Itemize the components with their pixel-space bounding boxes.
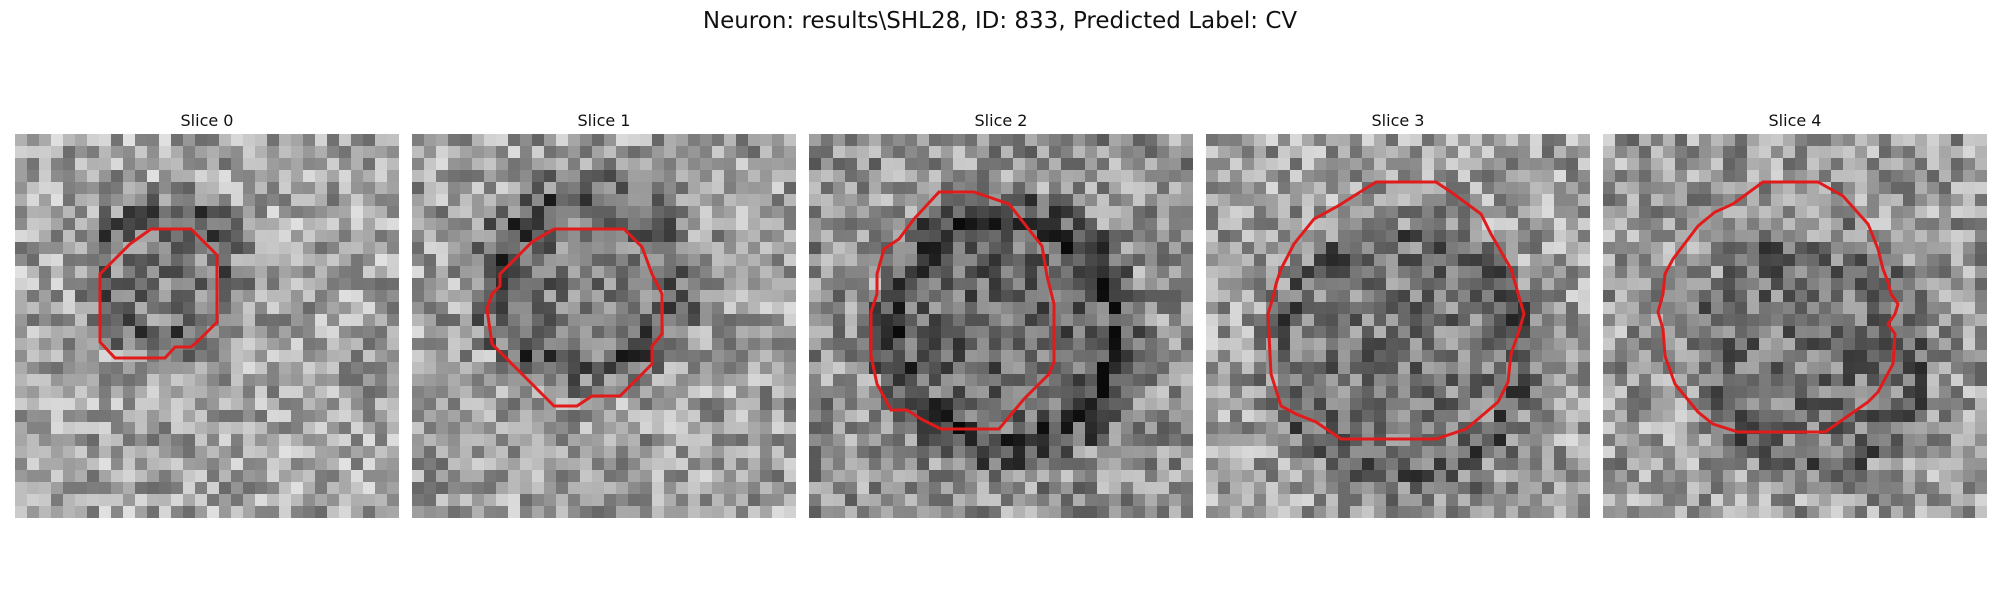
panel-slice-2: Slice 2 xyxy=(809,108,1193,518)
slice-image xyxy=(809,134,1193,518)
panel-slice-0: Slice 0 xyxy=(15,108,399,518)
figure-title: Neuron: results\SHL28, ID: 833, Predicte… xyxy=(702,8,1298,34)
grayscale-slice xyxy=(809,134,1193,518)
roi-contour xyxy=(1656,180,1900,434)
panel-title: Slice 1 xyxy=(577,111,631,130)
panel-title: Slice 3 xyxy=(1371,111,1425,130)
slice-image xyxy=(15,134,399,518)
panel-title: Slice 4 xyxy=(1768,111,1822,130)
slice-image xyxy=(412,134,796,518)
slice-image xyxy=(1206,134,1590,518)
panel-slice-1: Slice 1 xyxy=(412,108,796,518)
panel-slice-3: Slice 3 xyxy=(1206,108,1590,518)
panel-title: Slice 2 xyxy=(974,111,1028,130)
grayscale-slice xyxy=(15,134,399,518)
panel-slice-4: Slice 4 xyxy=(1603,108,1987,518)
roi-contour xyxy=(1266,180,1526,441)
grayscale-slice xyxy=(1206,134,1590,518)
panel-title: Slice 0 xyxy=(180,111,234,130)
roi-contour xyxy=(485,227,664,408)
roi-contour xyxy=(869,190,1056,431)
slice-image xyxy=(1603,134,1987,518)
roi-contour xyxy=(98,227,219,360)
grayscale-slice xyxy=(412,134,796,518)
